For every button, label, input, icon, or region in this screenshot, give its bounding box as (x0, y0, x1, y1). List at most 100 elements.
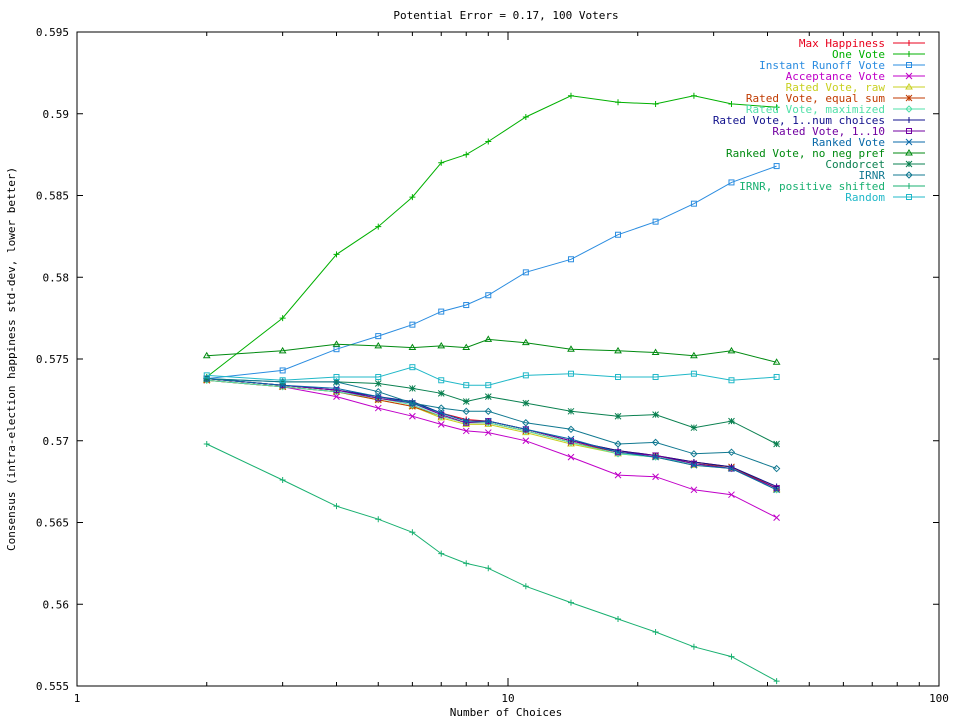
data-point (375, 333, 382, 340)
data-point (522, 269, 529, 276)
data-point (375, 223, 382, 230)
data-point (567, 92, 574, 99)
legend-label: Rated Vote, maximized (746, 103, 885, 116)
data-point (615, 99, 622, 106)
data-point (773, 440, 780, 448)
data-point (690, 461, 698, 469)
data-point (437, 389, 445, 397)
data-point (202, 351, 211, 359)
data-point (728, 653, 735, 660)
data-point (615, 231, 622, 238)
data-point (409, 321, 416, 328)
data-point (333, 393, 340, 400)
data-point (772, 358, 781, 365)
series-group (202, 92, 781, 685)
data-point (614, 412, 622, 420)
data-point (615, 615, 622, 622)
data-point (614, 440, 622, 448)
data-point (409, 385, 416, 392)
data-point (652, 100, 659, 107)
data-point (773, 104, 780, 111)
data-point (727, 448, 736, 456)
x-tick-label: 100 (929, 692, 949, 705)
data-point (567, 425, 575, 434)
y-tick-label: 0.595 (36, 26, 69, 39)
data-point (438, 411, 445, 418)
data-point (567, 435, 575, 443)
data-point (409, 412, 416, 420)
data-point (905, 138, 913, 146)
data-point (652, 629, 659, 636)
data-point (614, 448, 622, 456)
data-point (485, 292, 492, 299)
data-point (333, 251, 340, 258)
data-point (374, 387, 382, 396)
data-point (728, 377, 735, 384)
data-point (906, 117, 912, 123)
data-point (438, 308, 445, 315)
data-point (906, 40, 912, 46)
data-point (374, 396, 382, 404)
legend-label: One Vote (832, 48, 885, 61)
data-point (462, 417, 470, 425)
data-point (374, 404, 382, 412)
data-point (567, 370, 574, 377)
data-point (485, 138, 492, 145)
data-point (651, 348, 660, 355)
data-point (462, 407, 470, 416)
data-point (906, 128, 912, 134)
data-point (374, 380, 382, 387)
data-point (203, 372, 210, 379)
y-tick-label: 0.555 (36, 680, 69, 693)
data-point (906, 62, 912, 68)
axis-ticks: 0.555 0.56 0.565 0.57 0.575 0.58 0.585 0.59 0.59… (36, 26, 949, 705)
data-point (567, 407, 575, 415)
data-point (567, 453, 575, 461)
series-condorcet (203, 375, 780, 448)
y-tick-label: 0.58 (43, 271, 70, 284)
data-point (333, 385, 340, 392)
series-irnr (203, 374, 781, 473)
series-random (203, 364, 780, 389)
data-point (409, 194, 416, 201)
data-point (652, 373, 659, 380)
data-point (727, 346, 736, 354)
data-point (690, 460, 697, 467)
data-point (906, 51, 912, 57)
data-point (462, 427, 470, 435)
legend-label: Rated Vote, 1..num choices (713, 114, 885, 127)
data-point (567, 599, 574, 606)
data-point (375, 516, 382, 523)
data-point (905, 83, 913, 90)
legend-label: Ranked Vote (812, 136, 885, 149)
series-irnr-positive-shifted (203, 441, 780, 685)
legend-label: Acceptance Vote (786, 70, 885, 83)
data-point (522, 114, 529, 121)
legend-label: IRNR (859, 169, 886, 182)
data-point (279, 377, 286, 384)
data-point (522, 372, 529, 379)
data-point (728, 491, 735, 499)
data-point (408, 343, 417, 351)
data-point (485, 565, 492, 572)
data-point (522, 437, 530, 445)
data-point (438, 550, 445, 557)
data-point (728, 179, 735, 186)
legend-label: Rated Vote, 1..10 (772, 125, 885, 138)
data-point (690, 351, 698, 359)
chart-title: Potential Error = 0.17, 100 Voters (393, 9, 618, 22)
data-point (905, 149, 913, 156)
data-point (203, 441, 210, 448)
data-point (463, 560, 470, 567)
data-point (278, 346, 287, 354)
data-point (614, 471, 622, 479)
data-point (728, 100, 735, 107)
data-point (906, 183, 912, 189)
data-point (279, 315, 286, 322)
legend-label: Rated Vote, equal sum (746, 92, 885, 105)
data-point (773, 514, 780, 521)
legend-label: Condorcet (825, 158, 885, 171)
data-point (522, 399, 530, 407)
